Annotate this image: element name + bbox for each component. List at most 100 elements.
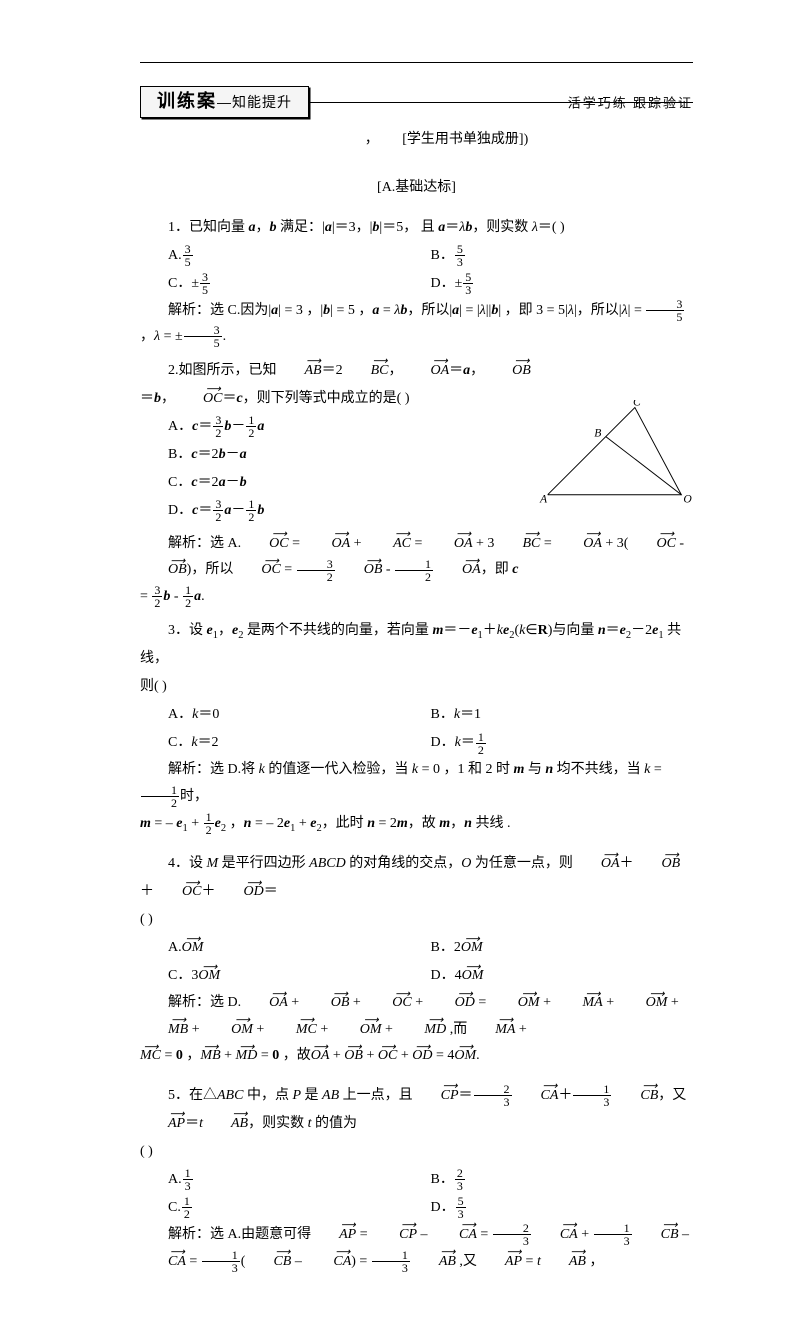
banner-box: 训练案—知能提升 — [140, 86, 309, 118]
text: = — [186, 1254, 201, 1269]
fraction: 12 — [204, 811, 214, 836]
label: A. — [168, 940, 182, 955]
text: ,而 — [446, 1022, 467, 1037]
fraction: 13 — [183, 1167, 193, 1192]
text: = — [257, 1048, 272, 1063]
q3-optB: B．k＝1 — [431, 701, 694, 729]
label: B． — [168, 447, 191, 462]
den: 5 — [200, 284, 210, 296]
text: + — [603, 995, 618, 1010]
den: 5 — [183, 256, 193, 268]
num: 3 — [297, 558, 335, 571]
q2-sol-line1: 解析：选 A.OC = OA + AC = OA + 3BC = OA + 3(… — [140, 531, 693, 584]
vector-a: a — [249, 220, 256, 235]
vector-m: m — [439, 816, 450, 831]
label: A． — [168, 419, 192, 434]
vec-OD: OD — [215, 878, 263, 906]
text: + — [667, 995, 678, 1010]
vec-BC: BC — [494, 531, 540, 558]
vec-CA: CA — [140, 1249, 186, 1276]
banner-right-text: 活学巧练 跟踪验证 — [568, 92, 693, 111]
banner-main: 训练案 — [157, 91, 217, 111]
q1-solution: 解析：选 C.因为|a| = 3 ，|b| = 5 ，a = λb，所以|a| … — [140, 298, 693, 351]
q2-optD: D．c＝32a－12b — [168, 497, 533, 525]
var-O: O — [461, 856, 471, 871]
fraction: 12 — [141, 784, 179, 809]
den: 3 — [183, 1180, 193, 1192]
text: . — [223, 329, 227, 344]
label: C．3 — [168, 968, 198, 983]
text: + — [382, 1022, 397, 1037]
text: ，故 — [279, 1048, 311, 1063]
num: 5 — [463, 271, 473, 284]
num: 1 — [202, 1249, 240, 1262]
label: D． — [168, 503, 192, 518]
text: )与向量 — [548, 623, 598, 638]
fraction: 13 — [372, 1249, 410, 1274]
text: ，即 — [481, 562, 513, 577]
text: 上一点，且 — [339, 1088, 413, 1103]
q4-sol-line2: MC = 0 ，MB + MD = 0 ，故OA + OB + OC + OD … — [140, 1043, 693, 1070]
text: = — [522, 1254, 537, 1269]
text: = — [475, 995, 490, 1010]
den: 3 — [463, 284, 473, 296]
fraction: 12 — [183, 584, 193, 609]
vector-m: m — [432, 623, 443, 638]
vector-n: n — [598, 623, 606, 638]
text: + — [350, 536, 365, 551]
label: C．± — [168, 276, 199, 291]
den: 2 — [213, 511, 223, 523]
vector-m: m — [513, 762, 524, 777]
num: 3 — [646, 298, 684, 311]
text: ，则实数 — [248, 1116, 308, 1131]
text: 4．设 — [168, 856, 207, 871]
booklet-text: [学生用书单独成册]) — [402, 132, 528, 147]
var-P: P — [292, 1088, 301, 1103]
vec-MD: MD — [236, 1043, 258, 1070]
den: 2 — [183, 597, 193, 609]
text: | ，即 3 = 5| — [498, 303, 568, 318]
vec-OM: OM — [618, 990, 668, 1017]
label: A. — [168, 1172, 182, 1187]
text: = — [281, 562, 296, 577]
text: + — [363, 1048, 378, 1063]
num: 2 — [493, 1222, 531, 1235]
q1-optA: A.35 — [168, 242, 431, 270]
text: + — [288, 995, 303, 1010]
text: － — [231, 503, 245, 518]
fraction: 12 — [246, 498, 256, 523]
text: | = 5 ， — [330, 303, 372, 318]
vector-b: b — [257, 503, 264, 518]
text: ，故 — [408, 816, 440, 831]
text: ＝ — [264, 884, 278, 899]
text: = — [289, 536, 304, 551]
text: ＋ — [483, 623, 497, 638]
q2-sol-line2: = 32b - 12a. — [140, 584, 693, 611]
vec-AB: AB — [541, 1249, 586, 1276]
text: )，所以 — [187, 562, 234, 577]
text: ) = — [351, 1254, 371, 1269]
text: = 0 ，1 和 2 时 — [418, 762, 513, 777]
text: ＝ — [445, 220, 459, 235]
zero-vec: 0 — [176, 1048, 183, 1063]
text: | = — [628, 303, 646, 318]
q2-optC: C．c＝2a－b — [168, 469, 533, 497]
vec-OB: OB — [634, 850, 681, 878]
vec-OC: OC — [154, 878, 201, 906]
vector-n: n — [545, 762, 553, 777]
text: ＝ — [198, 419, 212, 434]
q5-stem: 5．在△ABC 中，点 P 是 AB 上一点，且CP＝23CA＋13CB，又AP… — [140, 1082, 693, 1138]
q3-optC: C．k＝2 — [168, 729, 431, 757]
vec-CB: CB — [633, 1222, 679, 1249]
text: ＝ — [606, 623, 620, 638]
fraction: 32 — [152, 584, 162, 609]
text: ∈ — [525, 623, 537, 638]
section-a-title: [A.基础达标] — [140, 176, 693, 196]
fraction: 35 — [646, 298, 684, 323]
fraction: 32 — [297, 558, 335, 583]
num: 1 — [183, 1167, 193, 1180]
vec-BC: BC — [343, 357, 389, 385]
vec-CA: CA — [513, 1082, 559, 1110]
text: = — [477, 1227, 492, 1242]
text: ＝ — [198, 503, 212, 518]
